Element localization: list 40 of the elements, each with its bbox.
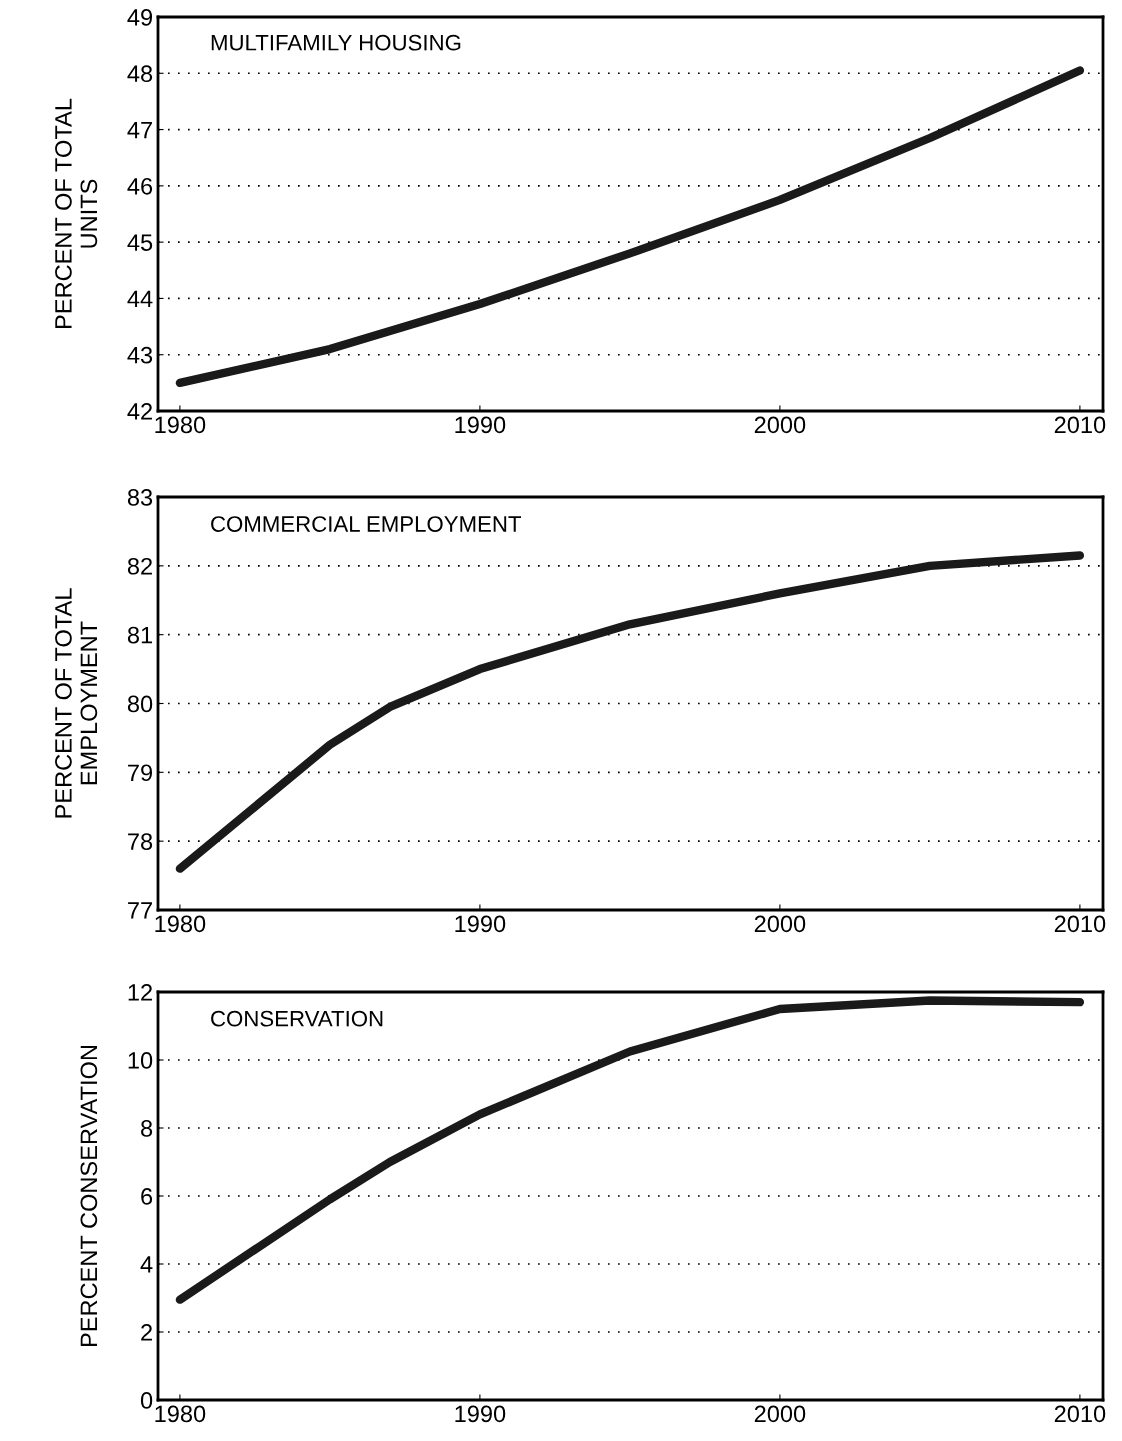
y-tick-label: 44 xyxy=(127,290,153,307)
x-tick-label: 2000 xyxy=(754,1405,806,1423)
x-tick-label: 1990 xyxy=(455,915,506,933)
y-tick-label: 42 xyxy=(127,403,152,420)
y-tick-label: 46 xyxy=(127,177,153,195)
y-tick-label: 2 xyxy=(141,1324,152,1341)
x-tick-label: 2010 xyxy=(1054,416,1106,434)
y-tick-label: 80 xyxy=(127,695,153,713)
y-tick-label: 83 xyxy=(127,489,153,506)
y-tick-label: 45 xyxy=(127,234,153,251)
x-tick-label: 1980 xyxy=(155,416,206,434)
x-tick-label: 1980 xyxy=(155,915,206,933)
y-axis-title: PERCENT OF TOTAL UNITS xyxy=(55,98,98,328)
y-tick-label: 10 xyxy=(128,1052,153,1069)
text: CONSERVATION xyxy=(211,1010,383,1027)
y-tick-label: 49 xyxy=(127,9,153,26)
x-tick-label: 1990 xyxy=(455,416,506,434)
x-tick-label: 2000 xyxy=(754,416,806,434)
y-tick-label: 82 xyxy=(127,557,152,575)
y-tick-label: 47 xyxy=(127,121,152,139)
y-axis-title: PERCENT CONSERVATION xyxy=(80,1045,98,1347)
y-tick-label: 77 xyxy=(128,902,152,919)
y-tick-label: 79 xyxy=(128,764,153,782)
x-tick-label: 1980 xyxy=(155,1405,206,1423)
y-tick-label: 8 xyxy=(141,1120,153,1137)
y-axis-title: PERCENT OF TOTAL EMPLOYMENT xyxy=(55,588,98,818)
y-tick-label: 12 xyxy=(128,984,152,1001)
y-tick-label: 0 xyxy=(140,1392,153,1409)
text: COMMERCIAL EMPLOYMENT xyxy=(211,516,522,532)
x-tick-label: 2010 xyxy=(1054,915,1106,933)
text: MULTIFAMILY HOUSING xyxy=(211,34,461,51)
y-tick-label: 43 xyxy=(127,346,153,364)
x-tick-label: 1990 xyxy=(455,1405,506,1423)
y-tick-label: 4 xyxy=(140,1256,153,1273)
x-tick-label: 2010 xyxy=(1054,1405,1106,1423)
y-tick-label: 6 xyxy=(141,1188,153,1205)
y-tick-label: 81 xyxy=(127,626,152,644)
y-tick-label: 48 xyxy=(127,65,153,83)
y-tick-label: 78 xyxy=(128,833,153,850)
x-tick-label: 2000 xyxy=(754,915,806,933)
